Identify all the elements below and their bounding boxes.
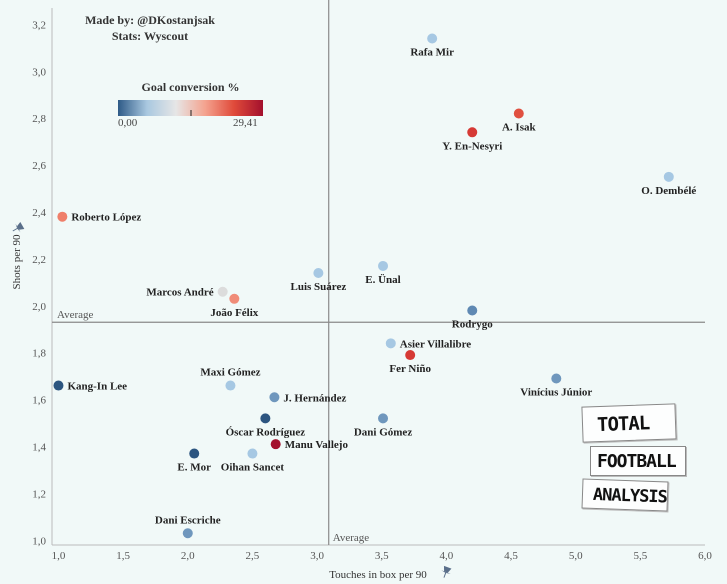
y-axis-label: Shots per 90	[11, 234, 23, 290]
average-lines: Average Average	[52, 0, 705, 545]
credit-made-by: Made by: @DKostanjsak	[85, 13, 215, 27]
x-tick-label: 5,5	[633, 550, 647, 562]
data-point[interactable]	[229, 293, 240, 304]
axes	[51, 8, 705, 546]
x-tick-label: 2,5	[246, 550, 260, 562]
x-tick-label: 1,5	[116, 550, 130, 562]
legend-title: Goal conversion %	[141, 80, 240, 94]
point-label: Asier Villalibre	[400, 338, 472, 350]
data-point[interactable]	[189, 448, 200, 459]
y-label-pin-icon	[12, 222, 25, 233]
point-label: Luis Suárez	[291, 281, 347, 293]
point-label: Dani Gómez	[354, 426, 412, 438]
credit-stats-source: Stats: Wyscout	[111, 29, 189, 43]
x-tick-label: 4,5	[504, 550, 518, 562]
data-points	[53, 33, 674, 539]
data-point[interactable]	[467, 127, 478, 138]
data-point[interactable]	[57, 211, 68, 222]
x-tick-label: 4,0	[440, 550, 454, 562]
y-tick-label: 1,4	[32, 442, 46, 454]
data-point[interactable]	[182, 528, 193, 539]
data-point[interactable]	[405, 350, 416, 361]
point-label: J. Hernández	[283, 392, 346, 404]
logo-analysis: ANALYSIS	[581, 478, 669, 512]
data-point[interactable]	[663, 171, 674, 182]
point-label: Y. En-Nesyri	[442, 140, 502, 152]
data-point[interactable]	[269, 392, 280, 403]
x-tick-label: 6,0	[698, 550, 712, 562]
point-label: Rodrygo	[452, 319, 493, 331]
point-label: Kang-In Lee	[67, 381, 127, 393]
x-tick-label: 3,5	[375, 550, 389, 562]
logo-total: TOTAL	[581, 403, 677, 443]
legend-max-label: 29,41	[233, 117, 258, 129]
y-tick-label: 1,0	[32, 535, 46, 547]
data-point[interactable]	[513, 108, 524, 119]
y-tick-label: 3,2	[32, 19, 46, 31]
point-label: Rafa Mir	[410, 46, 454, 58]
average-y-label: Average	[57, 309, 94, 321]
point-label: João Félix	[210, 307, 258, 319]
data-point[interactable]	[247, 448, 258, 459]
average-x-label: Average	[333, 532, 370, 544]
x-tick-label: 5,0	[569, 550, 583, 562]
x-tick-label: 1,0	[52, 550, 66, 562]
y-tick-label: 2,6	[32, 160, 46, 172]
x-axis-label: Touches in box per 90	[329, 569, 427, 581]
x-label-pin-icon	[441, 565, 452, 578]
x-tick-label: 3,0	[310, 550, 324, 562]
data-point[interactable]	[260, 413, 271, 424]
point-label: Marcos André	[146, 287, 213, 299]
point-label: E. Ünal	[365, 273, 400, 286]
y-tick-label: 1,6	[32, 395, 46, 407]
point-label: Oihan Sancet	[221, 462, 285, 474]
data-point[interactable]	[313, 267, 324, 278]
x-tick-label: 2,0	[181, 550, 195, 562]
data-point[interactable]	[385, 338, 396, 349]
data-point[interactable]	[217, 286, 228, 297]
data-point[interactable]	[378, 260, 389, 271]
point-label: Vinícius Júnior	[520, 387, 592, 399]
y-tick-label: 3,0	[32, 66, 46, 78]
data-point[interactable]	[378, 413, 389, 424]
point-label: Roberto López	[71, 212, 141, 224]
data-point[interactable]	[225, 380, 236, 391]
logo-football: FOOTBALL	[590, 446, 686, 476]
y-tick-label: 1,2	[32, 488, 46, 500]
data-point[interactable]	[551, 373, 562, 384]
point-label: Maxi Gómez	[200, 367, 260, 379]
point-label: O. Dembélé	[641, 185, 696, 197]
y-tick-label: 2,0	[32, 301, 46, 313]
data-point[interactable]	[467, 305, 478, 316]
legend-color-bar	[118, 100, 263, 116]
y-tick-label: 2,2	[32, 254, 46, 266]
data-point[interactable]	[53, 380, 64, 391]
data-point[interactable]	[427, 33, 438, 44]
y-tick-label: 2,4	[32, 207, 46, 219]
point-label: Dani Escriche	[155, 514, 221, 526]
y-tick-label: 1,8	[32, 348, 46, 360]
point-label: E. Mor	[177, 462, 211, 474]
point-label: Fer Niño	[389, 363, 431, 375]
data-point[interactable]	[270, 439, 281, 450]
legend-min-label: 0,00	[118, 117, 138, 129]
axis-ticks: 1,0 1,5 2,0 2,5 3,0 3,5 4,0 4,5 5,0 5,5 6,0 1,0 1,2 1…	[32, 19, 712, 562]
point-label: Manu Vallejo	[285, 439, 349, 451]
point-label: A. Isak	[502, 122, 537, 134]
y-tick-label: 2,8	[32, 113, 46, 125]
point-label: Óscar Rodríguez	[226, 426, 306, 438]
